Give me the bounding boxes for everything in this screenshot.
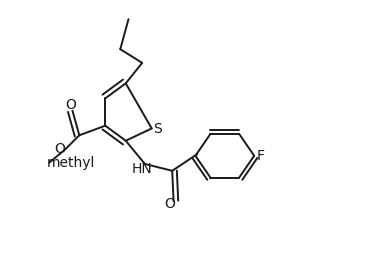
Text: HN: HN bbox=[132, 162, 152, 176]
Text: O: O bbox=[54, 142, 65, 156]
Text: methyl: methyl bbox=[47, 156, 96, 169]
Text: O: O bbox=[164, 197, 175, 211]
Text: O: O bbox=[65, 98, 76, 112]
Text: S: S bbox=[154, 122, 162, 136]
Text: F: F bbox=[257, 149, 265, 163]
